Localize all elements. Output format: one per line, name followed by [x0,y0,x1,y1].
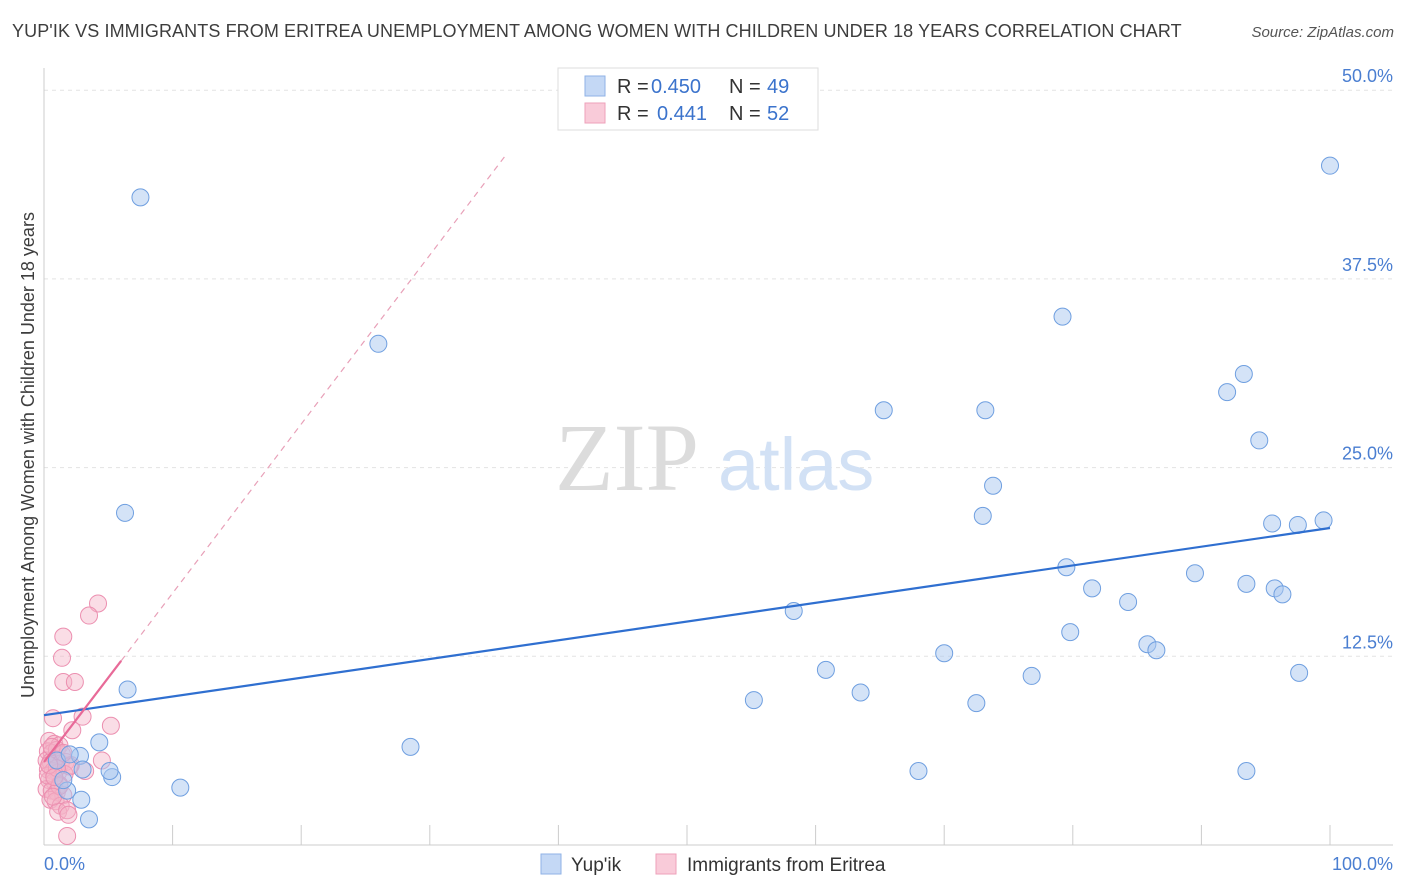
legend-bottom: Yup'ik Immigrants from Eritrea [540,853,886,876]
x-tick-label-min: 0.0% [44,854,85,874]
point-yupik [1119,592,1138,611]
point-yupik [1022,666,1041,685]
legend-r-eritrea: 0.441 [657,103,707,125]
point-yupik [1273,585,1292,604]
point-yupik [1083,579,1102,598]
legend-n-yupik: 49 [767,76,789,98]
legend-r-label-eritrea: R = [617,103,649,125]
point-eritrea [59,805,78,824]
point-yupik [1250,431,1269,450]
point-yupik [369,334,388,353]
legend-top: R = 0.450 N = 49 R = 0.441 N = 52 [557,67,819,131]
point-eritrea [80,606,99,625]
legend-bottom-swatch-eritrea [655,853,677,875]
point-yupik [1061,623,1080,642]
point-yupik [874,401,893,420]
point-yupik [54,771,73,790]
point-yupik [131,188,150,207]
point-yupik [100,762,119,781]
legend-swatch-eritrea [584,102,606,124]
point-yupik [851,683,870,702]
point-yupik [171,778,190,797]
chart-title: YUP'IK VS IMMIGRANTS FROM ERITREA UNEMPL… [12,21,1182,41]
point-yupik [816,660,835,679]
point-yupik [1263,514,1282,533]
trend-line-eritrea-extension [120,153,508,662]
point-yupik [976,401,995,420]
point-yupik [1147,641,1166,660]
point-yupik [116,503,135,522]
legend-bottom-label-eritrea: Immigrants from Eritrea [687,855,886,876]
watermark-atlas: atlas [718,423,874,506]
point-yupik [401,737,420,756]
point-yupik [72,790,91,809]
point-yupik [60,745,79,764]
y-tick-label: 12.5% [1342,632,1393,652]
point-yupik [1237,574,1256,593]
point-yupik [744,691,763,710]
point-yupik [973,506,992,525]
legend-n-label-yupik: N = [729,76,761,98]
point-eritrea [101,716,120,735]
point-yupik [1218,383,1237,402]
point-yupik [1314,511,1333,530]
point-eritrea [89,594,108,613]
point-eritrea [54,627,73,646]
trend-line-yupik [43,526,1331,717]
point-yupik [1237,762,1256,781]
point-yupik [1185,564,1204,583]
point-yupik [1321,156,1339,175]
point-yupik [90,733,109,752]
legend-bottom-swatch-yupik [540,853,562,875]
point-yupik [1234,365,1253,383]
point-yupik [1053,307,1072,326]
point-eritrea [63,721,82,740]
point-yupik [73,760,92,779]
y-axis-label: Unemployment Among Women with Children U… [18,212,38,698]
point-eritrea [73,707,92,726]
y-tick-labels: 12.5% 25.0% 37.5% 50.0% [1342,66,1393,652]
trend-line-eritrea [43,660,123,763]
point-yupik [1290,663,1309,682]
legend-r-label-yupik: R = [617,76,649,98]
axes [43,68,1393,846]
point-eritrea [65,672,84,691]
y-tick-label: 25.0% [1342,444,1393,464]
watermark: ZIP atlas [555,404,874,511]
trend-lines [43,153,1331,763]
point-yupik [80,810,99,829]
legend-n-eritrea: 52 [767,103,789,125]
point-yupik [909,762,928,781]
point-yupik [967,694,986,713]
y-tick-label: 37.5% [1342,255,1393,275]
y-tick-label: 50.0% [1342,66,1393,86]
point-yupik [984,476,1003,495]
legend-n-label-eritrea: N = [729,103,761,125]
x-tick-label-max: 100.0% [1332,854,1393,874]
legend-swatch-yupik [584,75,606,97]
watermark-zip: ZIP [555,404,699,511]
point-yupik [935,644,954,663]
source-label: Source: ZipAtlas.com [1251,24,1394,41]
point-eritrea [58,826,77,845]
series-yupik-points-blue [47,156,1339,829]
legend-r-yupik: 0.450 [651,76,701,98]
legend-bottom-label-yupik: Yup'ik [571,855,622,876]
point-yupik [118,680,137,699]
point-eritrea [53,648,72,667]
